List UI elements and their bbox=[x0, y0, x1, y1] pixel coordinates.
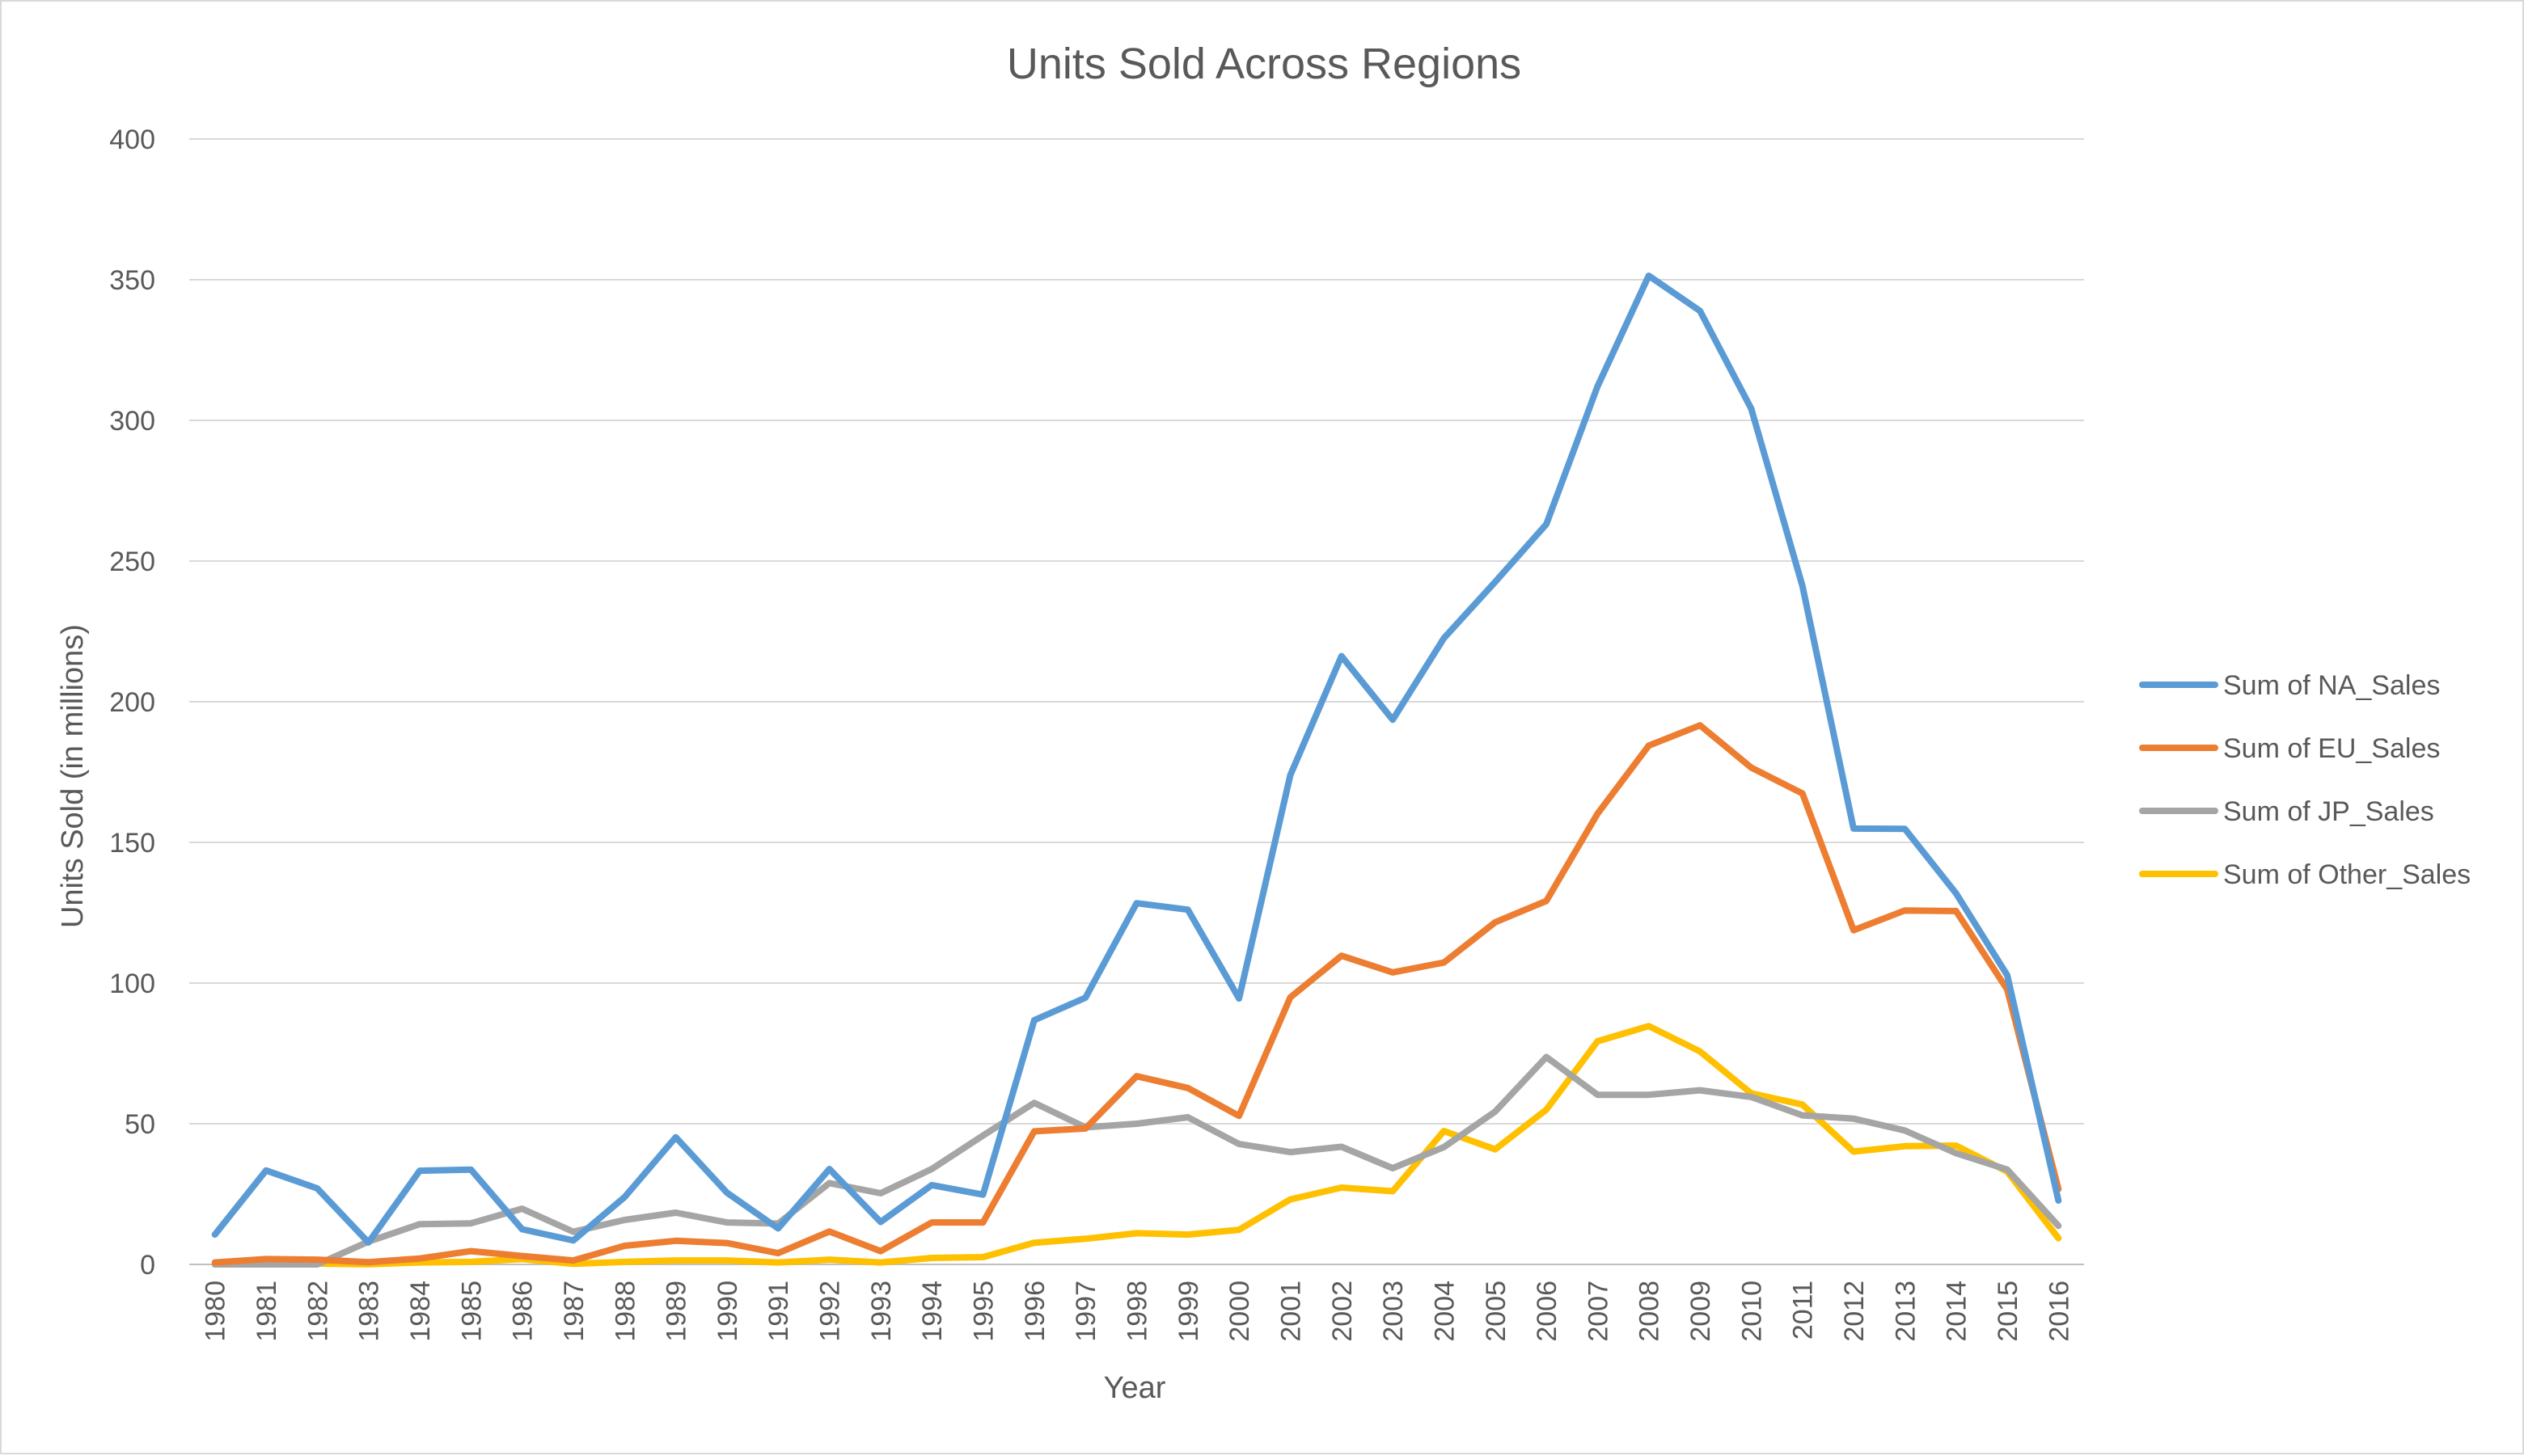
series-line-sum-of-eu-sales bbox=[211, 722, 2062, 1266]
x-tick-label: 1981 bbox=[252, 1281, 282, 1342]
y-tick-label: 200 bbox=[109, 687, 155, 718]
y-axis-tick-labels: 0 50 100 150 200 250 300 350 400 bbox=[109, 124, 155, 1281]
x-tick-label: 2004 bbox=[1429, 1281, 1460, 1342]
legend-label: Sum of JP_Sales bbox=[2223, 796, 2434, 827]
x-tick-label: 2001 bbox=[1275, 1281, 1306, 1342]
x-tick-label: 2016 bbox=[2044, 1281, 2074, 1342]
x-tick-label: 1988 bbox=[610, 1281, 641, 1342]
x-tick-label: 1993 bbox=[866, 1281, 897, 1342]
y-tick-label: 250 bbox=[109, 547, 155, 577]
series-line-sum-of-na-sales bbox=[211, 272, 2062, 1246]
legend-label: Sum of NA_Sales bbox=[2223, 670, 2440, 701]
x-tick-label: 2010 bbox=[1736, 1281, 1767, 1342]
legend-label: Sum of Other_Sales bbox=[2223, 859, 2471, 890]
y-tick-label: 0 bbox=[140, 1250, 155, 1281]
chart-title: Units Sold Across Regions bbox=[1007, 40, 1521, 88]
x-tick-label: 1983 bbox=[354, 1281, 385, 1342]
x-tick-label: 2006 bbox=[1532, 1281, 1562, 1342]
y-tick-label: 150 bbox=[109, 828, 155, 859]
x-tick-label: 2011 bbox=[1788, 1281, 1819, 1340]
legend: Sum of NA_Sales Sum of EU_Sales Sum of JP_… bbox=[2139, 670, 2471, 890]
x-tick-label: 2000 bbox=[1224, 1281, 1255, 1342]
x-tick-label: 2009 bbox=[1685, 1281, 1716, 1342]
y-tick-label: 300 bbox=[109, 406, 155, 437]
x-tick-label: 1994 bbox=[917, 1281, 948, 1342]
series-lines bbox=[211, 272, 2062, 1268]
x-tick-label: 1996 bbox=[1020, 1281, 1051, 1342]
x-tick-label: 2008 bbox=[1634, 1281, 1665, 1342]
x-tick-label: 1999 bbox=[1173, 1281, 1204, 1342]
x-tick-label: 2003 bbox=[1378, 1281, 1409, 1342]
x-tick-label: 1982 bbox=[302, 1281, 333, 1342]
x-tick-label: 2012 bbox=[1839, 1281, 1870, 1342]
x-tick-label: 1991 bbox=[763, 1281, 794, 1342]
x-tick-label: 2013 bbox=[1890, 1281, 1921, 1342]
y-tick-label: 350 bbox=[109, 265, 155, 296]
y-tick-label: 400 bbox=[109, 124, 155, 155]
y-tick-label: 50 bbox=[125, 1109, 155, 1140]
y-tick-label: 100 bbox=[109, 969, 155, 999]
x-axis-title: Year bbox=[1104, 1371, 1166, 1405]
x-tick-label: 1986 bbox=[508, 1281, 539, 1342]
x-axis-tick-labels: 1980 1981 1982 1983 1984 1985 1986 1987 1988 1989… bbox=[201, 1281, 2075, 1342]
x-tick-label: 1995 bbox=[969, 1281, 1000, 1342]
gridlines bbox=[189, 138, 2084, 1265]
y-axis-title: Units Sold (in millions) bbox=[56, 624, 90, 928]
x-tick-label: 2007 bbox=[1583, 1281, 1613, 1342]
x-tick-label: 1980 bbox=[201, 1281, 231, 1342]
x-tick-label: 2005 bbox=[1481, 1281, 1511, 1342]
x-tick-label: 1984 bbox=[405, 1281, 436, 1342]
x-tick-label: 1992 bbox=[815, 1281, 846, 1342]
x-tick-label: 2015 bbox=[1993, 1281, 2023, 1342]
series-line-sum-of-jp-sales bbox=[211, 1053, 2062, 1268]
legend-label: Sum of EU_Sales bbox=[2223, 733, 2440, 764]
series-line-sum-of-other-sales bbox=[211, 1023, 2062, 1268]
x-tick-label: 2014 bbox=[1942, 1281, 1972, 1342]
x-tick-label: 1985 bbox=[456, 1281, 487, 1342]
x-tick-label: 1987 bbox=[559, 1281, 590, 1342]
x-tick-label: 1989 bbox=[662, 1281, 692, 1342]
x-tick-label: 1997 bbox=[1071, 1281, 1101, 1342]
x-tick-label: 2002 bbox=[1327, 1281, 1358, 1342]
x-tick-label: 1990 bbox=[712, 1281, 743, 1342]
x-tick-label: 1998 bbox=[1122, 1281, 1153, 1342]
